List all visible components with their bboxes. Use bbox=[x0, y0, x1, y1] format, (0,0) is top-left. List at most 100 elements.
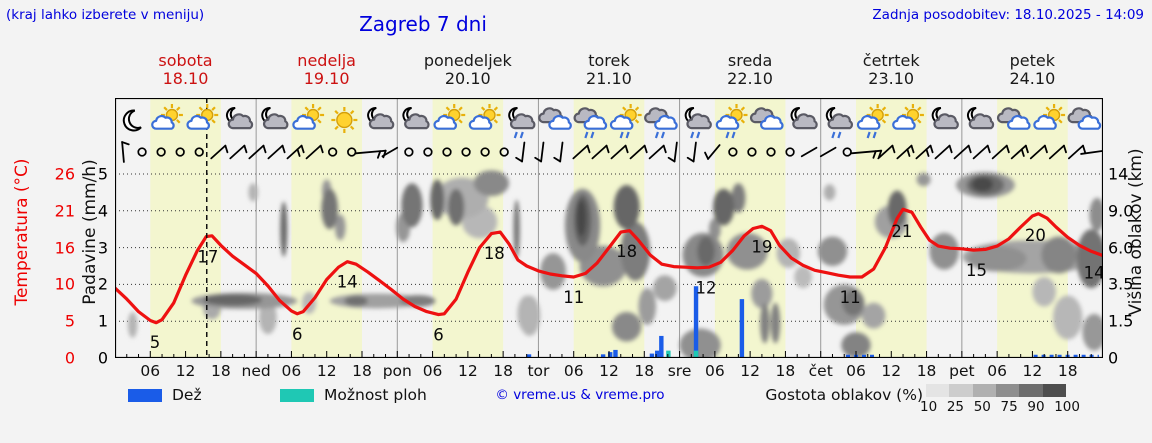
cloud-blob bbox=[861, 302, 886, 329]
temperature-label: 15 bbox=[966, 261, 987, 280]
rain-bar bbox=[739, 299, 745, 358]
wind-calm-icon bbox=[842, 147, 852, 157]
cloud-blob bbox=[519, 295, 541, 336]
wind-calm-icon bbox=[327, 147, 338, 157]
cloud-blob bbox=[823, 184, 836, 201]
cloud-blob bbox=[513, 199, 520, 259]
x-tick-sre: sre bbox=[667, 362, 692, 380]
cloud-icon bbox=[749, 107, 784, 130]
wind-barb-icon bbox=[553, 141, 564, 163]
copyright-link[interactable]: © vreme.us & vreme.pro bbox=[495, 387, 665, 403]
day-name: sobota bbox=[158, 51, 213, 70]
cloud-height-tick: 1.5 bbox=[1108, 311, 1134, 331]
x-tick-12: 12 bbox=[881, 362, 902, 380]
x-tick-06: 06 bbox=[704, 362, 725, 380]
wind-barb-icon bbox=[248, 144, 267, 160]
density-step bbox=[949, 384, 973, 397]
temperature-label: 6 bbox=[292, 325, 303, 344]
menu-hint: (kraj lahko izberete v meniju) bbox=[6, 7, 205, 23]
cloud-blob bbox=[653, 275, 677, 301]
wind-barb-icon bbox=[1010, 144, 1029, 160]
day-header-četrtek: četrtek 23.10 bbox=[821, 52, 962, 88]
x-tick-pon: pon bbox=[382, 362, 412, 380]
wind-calm-icon bbox=[480, 147, 490, 157]
wind-barb-icon bbox=[972, 144, 991, 160]
day-header-sreda: sreda 22.10 bbox=[680, 52, 821, 88]
x-tick-06: 06 bbox=[281, 362, 302, 380]
cloud-blob bbox=[127, 312, 138, 338]
cloud-height-tick: 0 bbox=[1108, 348, 1119, 368]
day-date: 18.10 bbox=[162, 69, 209, 88]
wind-barb-icon bbox=[534, 141, 545, 163]
cloud-blob bbox=[638, 288, 657, 325]
sun-cloud-rain-icon bbox=[856, 104, 889, 139]
day-date: 22.10 bbox=[727, 69, 773, 88]
temperature-label: 19 bbox=[751, 237, 772, 256]
day-date: 23.10 bbox=[868, 69, 915, 88]
day-header-ponedeljek: ponedeljek 20.10 bbox=[397, 52, 538, 88]
cloud-blob bbox=[280, 201, 288, 257]
precip-tick: 2 bbox=[97, 274, 108, 294]
moon-cloud-rain-icon bbox=[508, 106, 536, 139]
density-step bbox=[1042, 384, 1066, 397]
showers-legend-swatch bbox=[280, 389, 314, 402]
plot-border bbox=[114, 97, 1104, 359]
cloud-blob bbox=[259, 300, 277, 335]
density-value: 25 bbox=[946, 399, 965, 415]
temperature-label: 21 bbox=[891, 222, 912, 241]
cloud-blob bbox=[887, 190, 907, 228]
cloud-blob bbox=[967, 245, 1027, 272]
temp-tick: 10 bbox=[54, 274, 75, 294]
cloud-blob bbox=[203, 293, 263, 306]
sun-cloud-icon bbox=[433, 104, 466, 130]
cloud-blob bbox=[1053, 295, 1083, 340]
temperature-label: 11 bbox=[840, 288, 861, 307]
cloud-blob bbox=[540, 253, 567, 290]
cloud-blob bbox=[841, 332, 871, 358]
wind-calm-icon bbox=[137, 147, 147, 157]
temperature-label: 5 bbox=[150, 333, 161, 352]
x-tick-18: 18 bbox=[493, 362, 514, 380]
temperature-label: 14 bbox=[337, 273, 358, 292]
wind-calm-icon bbox=[461, 147, 471, 157]
cloud-icon bbox=[538, 107, 572, 130]
day-name: četrtek bbox=[862, 51, 920, 70]
cloud-blob bbox=[334, 214, 346, 241]
precip-tick: 3 bbox=[97, 238, 108, 258]
wind-barb-icon bbox=[686, 141, 697, 163]
cloud-blob bbox=[473, 170, 510, 197]
density-step bbox=[972, 384, 996, 397]
temp-tick: 26 bbox=[54, 164, 75, 184]
cloud-height-tick: 3.5 bbox=[1108, 274, 1134, 294]
x-tick-ned: ned bbox=[241, 362, 271, 380]
x-tick-06: 06 bbox=[422, 362, 443, 380]
day-name: petek bbox=[1009, 51, 1056, 70]
wind-calm-icon bbox=[347, 147, 357, 157]
temperature-label: 18 bbox=[484, 244, 505, 263]
temperature-label: 18 bbox=[616, 242, 637, 261]
cloud-rain-icon bbox=[573, 107, 608, 139]
sun-cloud-rain-icon bbox=[609, 104, 642, 139]
x-tick-12: 12 bbox=[599, 362, 619, 380]
wind-barb-icon bbox=[229, 144, 248, 160]
density-value: 100 bbox=[1054, 399, 1080, 415]
rain-bar bbox=[649, 353, 655, 358]
moon-cloud-icon bbox=[402, 106, 430, 130]
wind-barb-icon bbox=[953, 144, 972, 160]
precip-tick: 5 bbox=[97, 164, 108, 184]
moon-icon bbox=[122, 109, 142, 132]
rain-legend-label: Dež bbox=[172, 386, 202, 404]
rain-bar bbox=[693, 286, 699, 358]
day-name: torek bbox=[588, 51, 630, 70]
wind-barb-icon bbox=[286, 144, 305, 160]
temperature-label: 6 bbox=[433, 326, 444, 345]
wind-barb-icon bbox=[667, 141, 678, 163]
wind-calm-icon bbox=[747, 147, 757, 157]
x-tick-06: 06 bbox=[563, 362, 584, 380]
cloud-blob bbox=[1082, 313, 1106, 351]
cloud-height-tick: 9.0 bbox=[1108, 201, 1134, 221]
x-tick-06: 06 bbox=[987, 362, 1008, 380]
last-update-label: Zadnja posodobitev: 18.10.2025 - 14:09 bbox=[872, 7, 1144, 23]
rain-bar bbox=[655, 350, 660, 358]
x-tick-12: 12 bbox=[175, 362, 196, 380]
